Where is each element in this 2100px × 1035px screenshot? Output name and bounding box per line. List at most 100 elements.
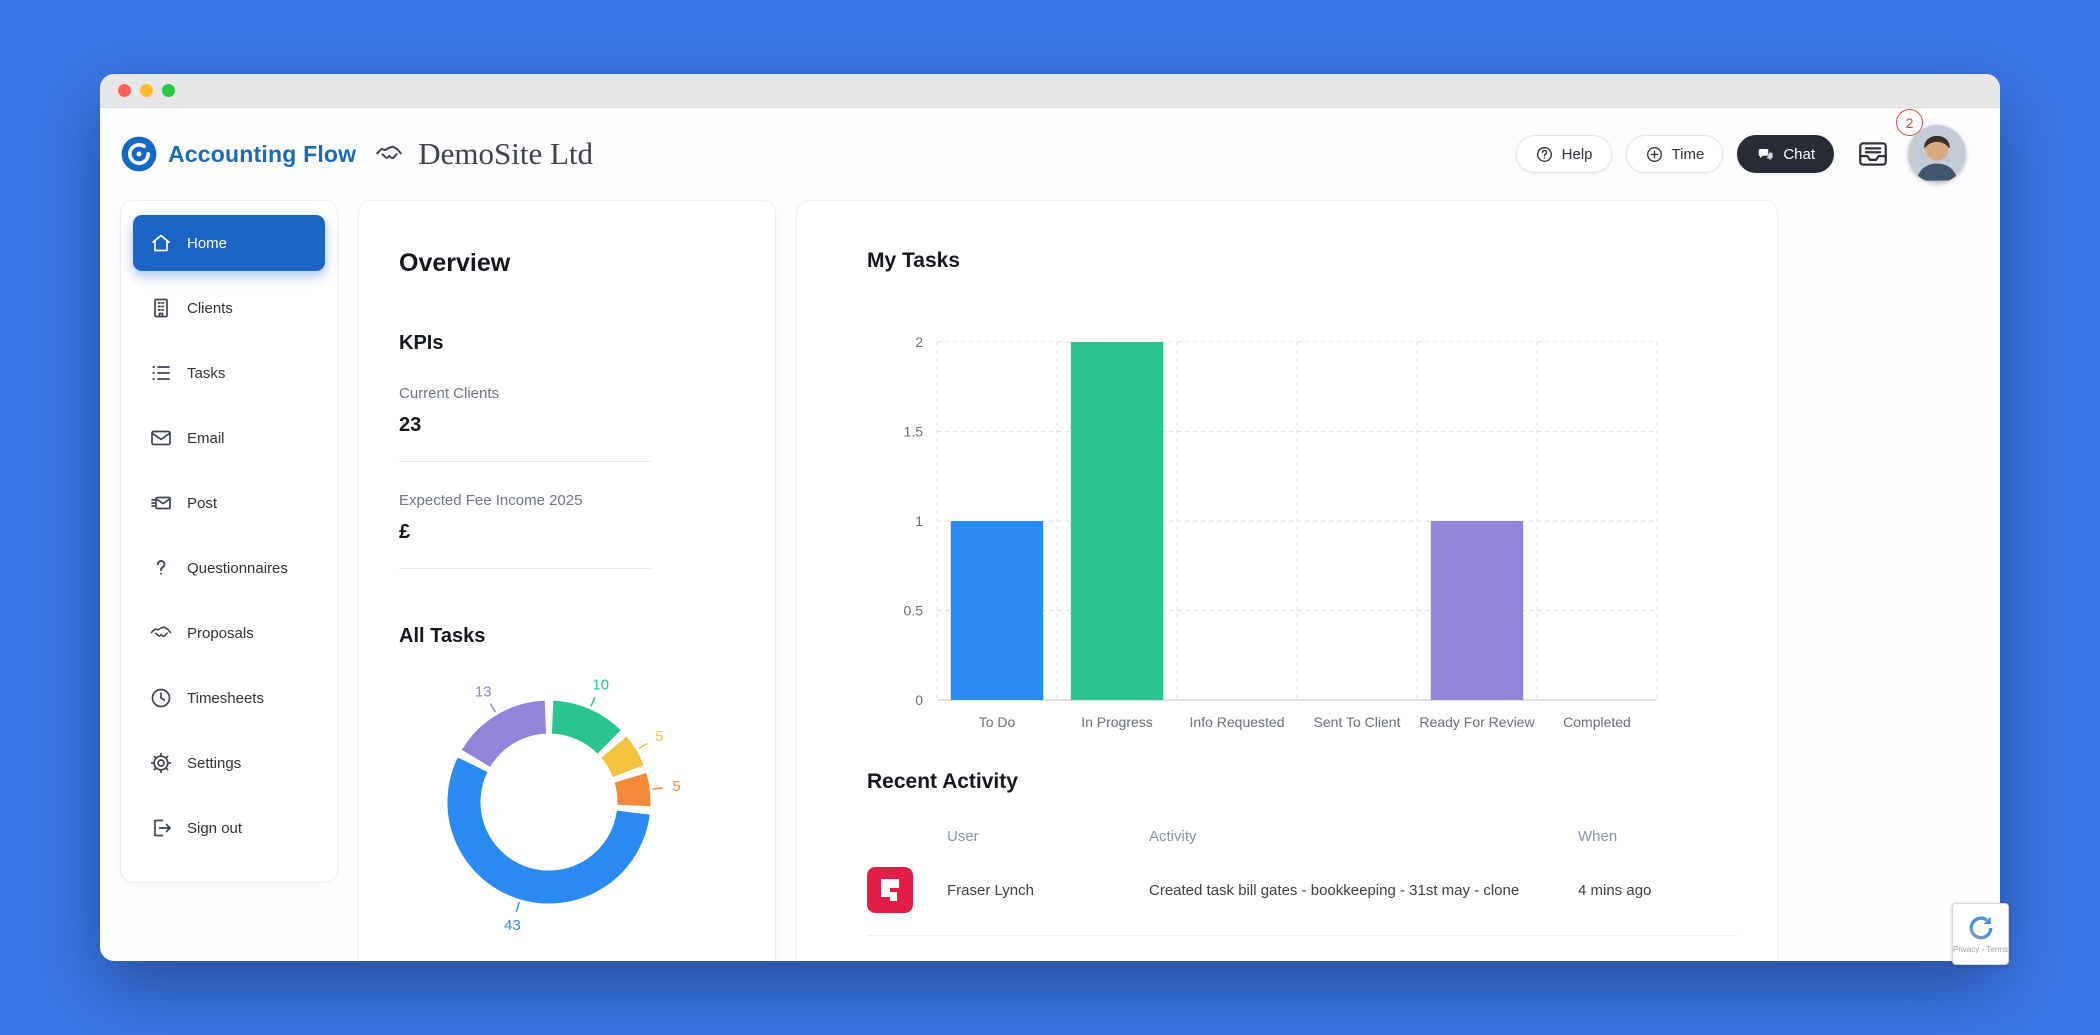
- sidebar-item-label: Settings: [187, 754, 242, 772]
- sidebar-item-label: Post: [187, 494, 218, 512]
- sidebar-item-home[interactable]: Home: [133, 215, 325, 271]
- browser-window: Accounting Flow DemoSite Ltd Help: [100, 74, 2000, 961]
- home-icon: [149, 231, 173, 255]
- help-icon: [1535, 145, 1554, 164]
- sidebar-item-label: Timesheets: [187, 689, 264, 707]
- kpis-heading: KPIs: [399, 332, 444, 354]
- overview-title: Overview: [399, 249, 511, 277]
- sidebar-item-proposals[interactable]: Proposals: [133, 605, 325, 661]
- activity-user-name: Fraser Lynch: [947, 881, 1034, 899]
- user-menu: 2: [1896, 109, 1966, 183]
- sidebar-item-email[interactable]: Email: [133, 410, 325, 466]
- all-tasks-donut-chart: 10 5 5 43 13: [447, 676, 681, 934]
- svg-text:2: 2: [915, 334, 923, 350]
- svg-text:5: 5: [655, 728, 663, 745]
- kpi-current-clients-label: Current Clients: [399, 385, 500, 402]
- sidebar-item-label: Proposals: [187, 624, 254, 642]
- envelope-icon: [149, 426, 173, 450]
- kpi-divider: [399, 461, 651, 462]
- svg-text:Completed: Completed: [1563, 714, 1631, 730]
- svg-text:5: 5: [672, 778, 680, 795]
- all-tasks-heading: All Tasks: [399, 625, 486, 647]
- kpi-current-clients-value: 23: [399, 414, 422, 436]
- clock-icon: [149, 686, 173, 710]
- svg-text:Ready For Review: Ready For Review: [1419, 714, 1535, 730]
- sign-out-icon: [149, 816, 173, 840]
- brand-logo-icon: [120, 135, 158, 173]
- sidebar-item-label: Questionnaires: [187, 559, 288, 577]
- svg-text:1: 1: [915, 513, 923, 529]
- table-header-row: User Activity When: [867, 828, 1737, 845]
- question-icon: [149, 556, 173, 580]
- svg-text:In Progress: In Progress: [1081, 714, 1153, 730]
- sidebar-item-timesheets[interactable]: Timesheets: [133, 670, 325, 726]
- zoom-window-button[interactable]: [162, 84, 175, 97]
- sidebar-item-tasks[interactable]: Tasks: [133, 345, 325, 401]
- chat-button[interactable]: Chat: [1737, 135, 1834, 173]
- recent-activity-table: User Activity When Fraser Lynch Created …: [867, 828, 1737, 936]
- svg-text:43: 43: [504, 917, 521, 934]
- window-titlebar: [100, 74, 2000, 108]
- app-header: Accounting Flow DemoSite Ltd Help: [100, 108, 2000, 200]
- svg-text:0: 0: [915, 692, 923, 708]
- sidebar-item-label: Home: [187, 234, 228, 252]
- my-tasks-heading: My Tasks: [867, 249, 960, 272]
- inbox-icon[interactable]: [1856, 137, 1890, 171]
- column-header-user: User: [947, 828, 979, 845]
- logo-column-spacer: [867, 828, 947, 845]
- building-icon: [149, 296, 173, 320]
- recaptcha-badge[interactable]: Privacy - Terms: [1952, 903, 2009, 965]
- recent-activity-heading: Recent Activity: [867, 770, 1018, 793]
- sidebar-item-questionnaires[interactable]: Questionnaires: [133, 540, 325, 596]
- column-header-activity: Activity: [1149, 828, 1197, 845]
- dashboard-content: Home Clients Tasks Email: [100, 200, 2000, 961]
- activity-description: Created task bill gates - bookkeeping - …: [1149, 881, 1520, 899]
- svg-text:Sent To Client: Sent To Client: [1314, 714, 1401, 730]
- brand-name: Accounting Flow: [168, 140, 357, 167]
- recaptcha-icon: [1968, 915, 1994, 941]
- handshake-icon: [374, 139, 404, 169]
- overview-panel: Overview KPIs Current Clients 23 Expecte…: [358, 200, 776, 961]
- my-tasks-bar-chart: 0 0.5 1 1.5 2 To Do In Progress Info Requested S…: [904, 334, 1658, 730]
- svg-text:Info Requested: Info Requested: [1190, 714, 1285, 730]
- kpi-expected-fee-value: £: [399, 521, 411, 543]
- sidebar-item-sign-out[interactable]: Sign out: [133, 800, 325, 856]
- svg-text:13: 13: [475, 684, 492, 701]
- handshake-icon: [149, 621, 173, 645]
- recaptcha-caption: Privacy - Terms: [1953, 944, 2008, 954]
- svg-text:1.5: 1.5: [904, 424, 924, 440]
- sidebar-item-label: Clients: [187, 299, 233, 317]
- svg-text:0.5: 0.5: [904, 603, 924, 619]
- help-button-label: Help: [1561, 145, 1593, 163]
- table-row: Fraser Lynch Created task bill gates - b…: [867, 867, 1737, 936]
- gear-icon: [149, 751, 173, 775]
- tasks-panel: My Tasks 0 0.5 1 1.5 2 To Do In Progress Info R…: [796, 200, 1778, 961]
- post-icon: [149, 491, 173, 515]
- sidebar-item-label: Email: [187, 429, 225, 447]
- sidebar-item-post[interactable]: Post: [133, 475, 325, 531]
- chat-button-label: Chat: [1783, 145, 1815, 163]
- user-avatar[interactable]: [1908, 125, 1966, 183]
- sidebar-item-clients[interactable]: Clients: [133, 280, 325, 336]
- help-button[interactable]: Help: [1515, 135, 1612, 173]
- add-time-icon: [1645, 145, 1664, 164]
- chat-icon: [1756, 145, 1775, 164]
- activity-user-logo: [867, 867, 947, 913]
- time-button-label: Time: [1671, 145, 1705, 163]
- kpi-expected-fee-label: Expected Fee Income 2025: [399, 492, 583, 509]
- minimize-window-button[interactable]: [140, 84, 153, 97]
- close-window-button[interactable]: [118, 84, 131, 97]
- svg-text:10: 10: [592, 676, 609, 693]
- sidebar-item-label: Tasks: [187, 364, 226, 382]
- sidebar-item-label: Sign out: [187, 819, 243, 837]
- svg-text:To Do: To Do: [979, 714, 1016, 730]
- list-icon: [149, 361, 173, 385]
- activity-time: 4 mins ago: [1578, 881, 1652, 899]
- time-button[interactable]: Time: [1625, 135, 1724, 173]
- brand[interactable]: Accounting Flow: [120, 135, 356, 173]
- notification-badge: 2: [1896, 109, 1923, 136]
- column-header-when: When: [1578, 828, 1618, 845]
- client-name: DemoSite Ltd: [418, 136, 594, 171]
- sidebar-item-settings[interactable]: Settings: [133, 735, 325, 791]
- sidebar-nav: Home Clients Tasks Email: [120, 200, 338, 883]
